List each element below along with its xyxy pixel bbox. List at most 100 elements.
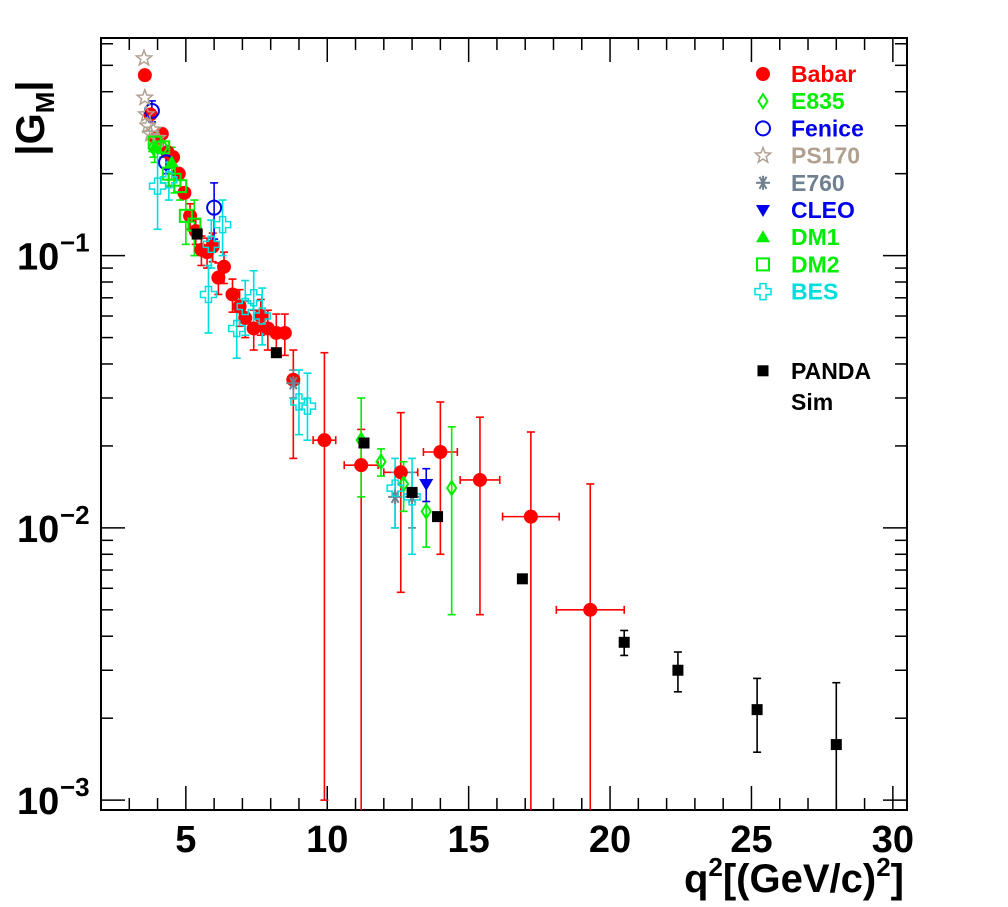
plot-frame [100, 37, 908, 811]
bes-point [298, 397, 317, 415]
bes-point [213, 215, 232, 234]
y-tick-exponent: −2 [60, 500, 90, 530]
dm2-point [147, 135, 162, 150]
legend-label: Babar [791, 61, 856, 87]
panda-sim-point [432, 511, 444, 523]
babar-point [225, 287, 240, 302]
ps170-point [136, 104, 156, 123]
y-tick-base: 10 [17, 509, 59, 551]
legend-label: E835 [791, 88, 845, 114]
x-tick-label: 25 [730, 819, 772, 861]
babar-point [246, 321, 261, 336]
y-tick-base: 10 [17, 237, 59, 279]
panda-sim-point [672, 664, 684, 676]
legend-label: DM2 [791, 251, 840, 277]
bes-point [199, 285, 218, 304]
bes-point [236, 297, 254, 316]
y-tick-labels: 10−110−210−3 [17, 228, 90, 824]
e835-point [375, 452, 387, 471]
babar-point [211, 270, 226, 285]
y-axis-title: |GM| [9, 80, 60, 155]
legend-label: CLEO [791, 197, 855, 223]
babar-point [183, 208, 198, 223]
x-tick-label: 30 [872, 819, 914, 861]
error-bars [140, 69, 841, 810]
x-tick-label: 20 [589, 819, 631, 861]
e760-point [286, 376, 301, 391]
legend-entry-babar: Babar [756, 61, 856, 87]
panda-sim-point [358, 437, 370, 449]
legend-marker-e835 [757, 92, 769, 111]
legend-marker-e760 [756, 175, 770, 190]
bes-point [386, 479, 404, 497]
legend-entry-panda-sim: PANDA Sim [757, 358, 871, 415]
bes-point [244, 289, 263, 307]
babar-point [433, 444, 448, 459]
dm2-point [173, 179, 188, 194]
e835-point [420, 502, 432, 521]
bes-point [290, 393, 308, 411]
dm1-point [164, 155, 179, 168]
legend-entry-dm2: DM2 [756, 251, 840, 277]
legend-label: E760 [791, 170, 845, 196]
babar-point [205, 239, 220, 254]
dm2-point [178, 208, 193, 223]
babar-point [277, 325, 292, 340]
e835-point [445, 479, 458, 497]
babar-point [232, 299, 247, 314]
legend-entry-fenice: Fenice [755, 115, 864, 141]
legend-label: Fenice [791, 115, 864, 141]
panda-sim-point [191, 228, 203, 240]
panda-sim-point [618, 636, 630, 648]
x-tick-label: 5 [175, 819, 196, 861]
babar-point [217, 259, 232, 274]
legend-label: PS170 [791, 143, 860, 169]
y-tick-base: 10 [17, 781, 59, 823]
legend-marker-panda-sim [757, 365, 769, 377]
fenice-point [206, 199, 223, 216]
legend-marker-ps170 [753, 145, 773, 164]
y-tick-label: 10 −2 [17, 500, 90, 551]
legend-entry-bes: BES [754, 279, 838, 305]
x-tick-labels: 5 10 15 20 25 30 [175, 819, 914, 861]
babar-point [137, 68, 152, 83]
bes-point [227, 319, 246, 338]
babar-point [583, 602, 598, 617]
babar-point [317, 433, 332, 448]
legend-entry-dm1: DM1 [756, 224, 840, 250]
babar-point [523, 509, 538, 524]
legend-marker-bes [754, 282, 772, 301]
panda-sim-point [751, 704, 763, 716]
babar-point [354, 458, 369, 473]
bes-point [160, 170, 178, 189]
axis-ticks [101, 38, 907, 810]
cleo-point [419, 478, 434, 491]
babar-point [472, 472, 487, 487]
y-tick-label: 10 −1 [17, 228, 90, 279]
bes-point [202, 235, 221, 254]
panda-sim-point [830, 739, 842, 751]
legend-label: Sim [791, 389, 833, 415]
ps170-point [143, 119, 163, 138]
legend-entry-e760: E760 [756, 170, 845, 196]
legend-label: BES [791, 279, 838, 305]
y-tick-exponent: −3 [60, 772, 90, 802]
legend-entry-e835: E835 [757, 88, 845, 114]
babar-point [393, 465, 408, 480]
panda-sim-point [270, 347, 282, 359]
legend-marker-dm1 [756, 230, 770, 243]
legend-marker-fenice [755, 120, 771, 137]
legend-marker-dm2 [756, 257, 770, 272]
legend-label: DM1 [791, 224, 840, 250]
panda-sim-point [406, 486, 418, 498]
ps170-point [135, 87, 155, 106]
y-tick-exponent: −1 [60, 228, 90, 258]
x-tick-label: 10 [306, 819, 348, 861]
data-markers [134, 48, 842, 751]
legend-marker-cleo [756, 205, 770, 217]
panda-sim-point [516, 573, 528, 585]
legend-marker-babar [756, 67, 770, 81]
bes-point [253, 307, 271, 325]
